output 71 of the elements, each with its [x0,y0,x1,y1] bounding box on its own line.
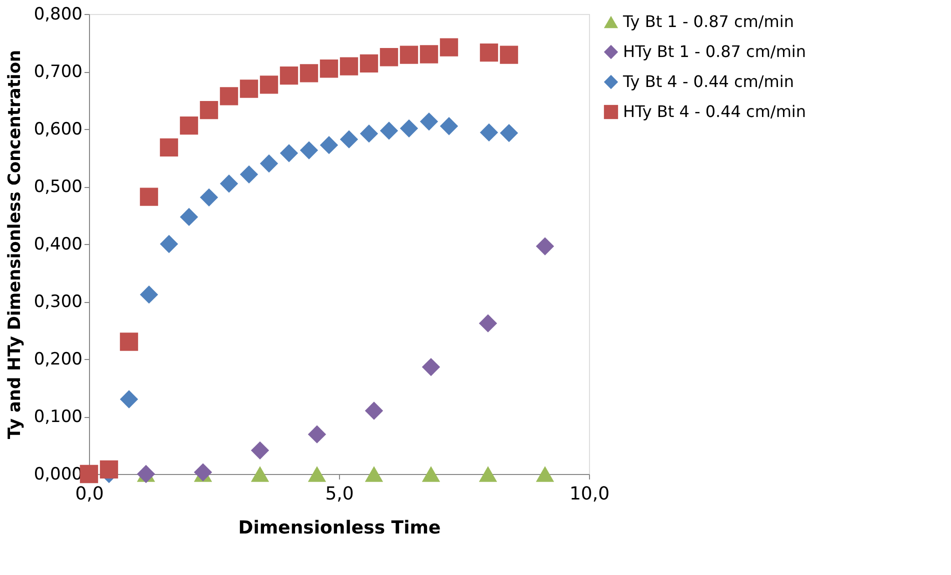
point [100,460,118,478]
point [400,119,418,138]
point [160,234,178,254]
point [180,116,198,135]
point [250,466,270,482]
point [260,154,278,173]
point [420,112,438,131]
point [160,138,178,156]
x-axis-title: Dimensionless Time [238,518,441,538]
point [200,188,218,207]
y-tick-label: 0,000 [34,464,82,484]
point [220,174,238,193]
point [422,358,440,376]
point [440,38,458,56]
point [80,464,98,484]
point [500,124,518,142]
y-tick-label: 0,700 [34,62,82,82]
point [340,57,358,76]
point [180,208,198,226]
point [440,117,458,136]
y-tick-label: 0,800 [34,4,82,24]
y-tick-label: 0,100 [34,407,82,427]
point [280,66,298,85]
y-tick-label: 0,500 [34,177,82,197]
point [420,45,438,64]
point [536,466,554,482]
y-tick-label: 0,200 [34,350,82,370]
point [500,46,518,64]
point [240,80,258,98]
point [220,87,238,106]
point [250,441,270,460]
legend-label: HTy Bt 4 - 0.44 cm/min [623,102,806,121]
point [194,463,212,482]
y-axis-title: Ty and HTy Dimensionless Concentration [4,50,25,440]
point [120,390,138,408]
legend-label: HTy Bt 1 - 0.87 cm/min [623,42,806,61]
point [478,314,498,332]
point [240,165,258,184]
point [308,425,326,444]
point [480,123,498,142]
x-tick-label: 10,0 [569,484,610,504]
point [422,466,440,482]
point [360,54,378,73]
point [280,144,298,162]
legend-label: Ty Bt 1 - 0.87 cm/min [622,12,794,31]
point [400,46,418,64]
point [320,60,338,78]
point [364,402,384,420]
point [300,141,318,160]
point [478,466,498,482]
y-tick-label: 0,400 [34,234,82,254]
point [140,188,158,206]
point [360,124,378,143]
point [200,100,218,120]
point [120,332,138,351]
point [260,76,278,94]
point [380,48,398,66]
point [536,237,554,256]
point [308,466,326,482]
y-tick-label: 0,300 [34,292,82,312]
point [480,43,498,62]
x-tick-label: 5,0 [325,484,354,504]
point [320,136,338,154]
point [364,466,384,482]
legend-label: Ty Bt 4 - 0.44 cm/min [622,72,794,91]
x-tick-label: 0,0 [75,484,104,504]
point [140,286,158,304]
y-tick-label: 0,600 [34,120,82,140]
point [300,64,318,82]
point [340,130,358,148]
point [380,122,398,140]
